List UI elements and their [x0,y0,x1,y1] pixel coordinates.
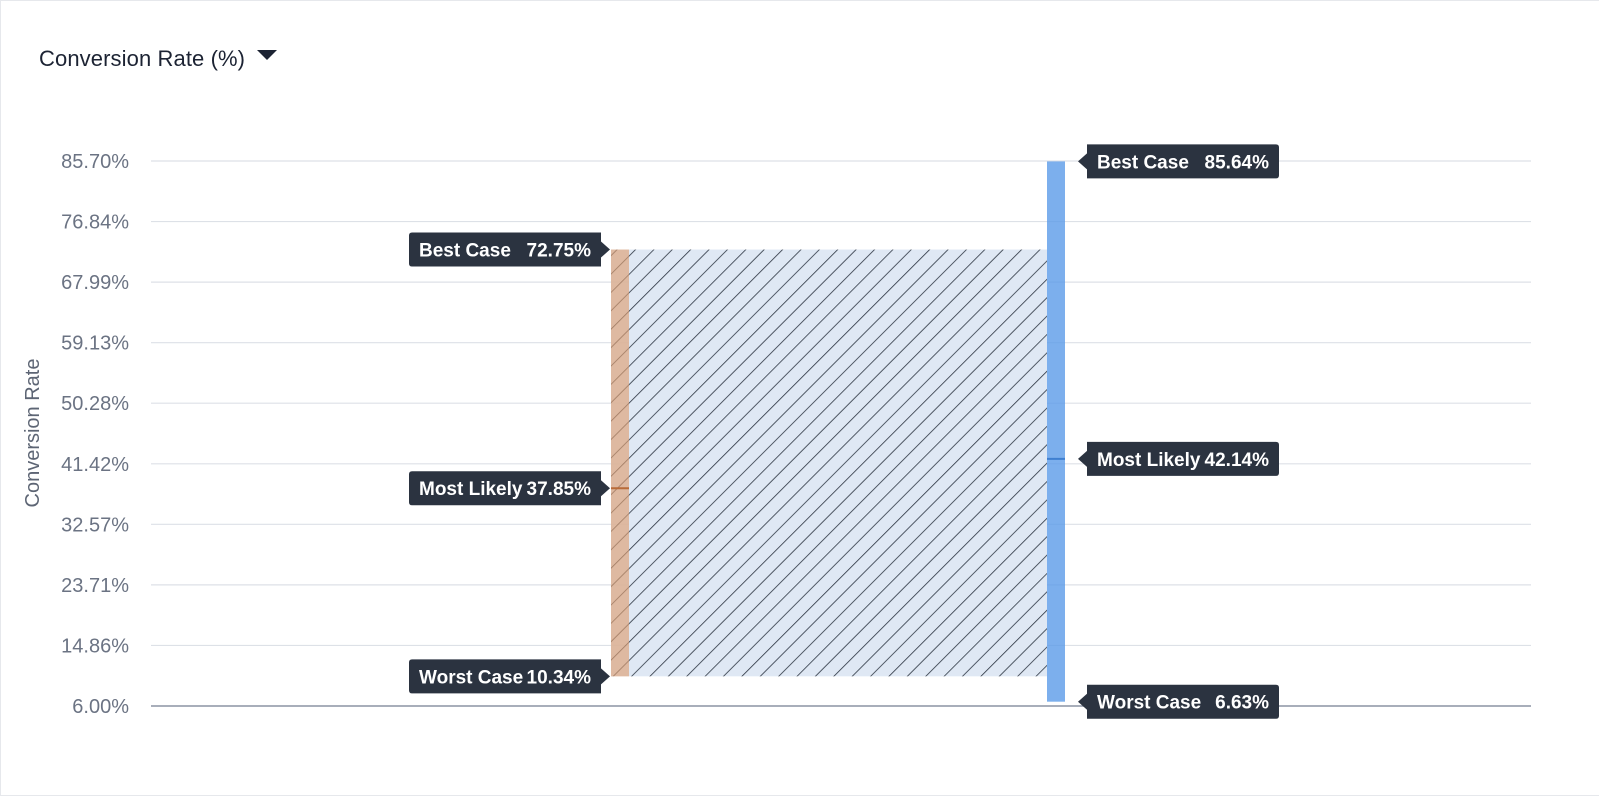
tooltip-label: Best Case [419,241,511,262]
y-tick-label: 23.71% [61,575,129,597]
tooltip-b-most-likely: Most Likely 42.14% [1078,441,1279,476]
chart-title: Conversion Rate (%) [39,46,246,71]
tooltip-bg [1078,684,1279,719]
range-bar-b [1047,161,1065,702]
tooltip-bg [409,659,610,694]
y-tick-label: 76.84% [61,212,129,234]
tooltip-label: Worst Case [1097,693,1201,714]
y-tick-label: 85.70% [61,151,129,173]
tooltip-a-most-likely: Most Likely 37.85% [409,471,610,506]
tooltip-label: Best Case [1097,152,1189,173]
tooltip-bg [409,471,610,506]
tooltip-value: 37.85% [527,479,592,500]
tooltip-b-worst: Worst Case 6.63% [1078,684,1279,719]
y-axis-label: Conversion Rate [22,359,44,508]
tooltip-value: 42.14% [1205,450,1270,471]
y-tick-label: 14.86% [61,635,129,657]
y-tick-label: 67.99% [61,272,129,294]
tooltip-b-best: Best Case 85.64% [1078,144,1279,179]
tooltip-value: 10.34% [527,667,592,688]
caret-down-icon[interactable] [257,50,278,60]
tooltip-label: Most Likely [1097,450,1201,471]
tooltip-a-best: Best Case 72.75% [409,232,610,267]
range-band [629,249,1047,677]
tooltip-value: 6.63% [1215,693,1269,714]
tooltip-bg [409,232,610,267]
range-bar-a-hatch [611,249,629,677]
y-tick-label: 32.57% [61,514,129,536]
y-tick-label: 50.28% [61,393,129,415]
tooltip-value: 72.75% [527,241,592,262]
tooltip-bg [1078,144,1279,179]
tooltip-label: Most Likely [419,479,523,500]
tooltip-label: Worst Case [419,667,523,688]
metric-selector[interactable]: Conversion Rate (%) [39,41,278,77]
tooltip-bg [1078,441,1279,476]
tooltip-value: 85.64% [1205,152,1270,173]
y-tick-label: 59.13% [61,333,129,355]
tooltip-a-worst: Worst Case 10.34% [409,659,610,694]
y-tick-label: 6.00% [72,696,129,718]
y-tick-label: 41.42% [61,454,129,476]
